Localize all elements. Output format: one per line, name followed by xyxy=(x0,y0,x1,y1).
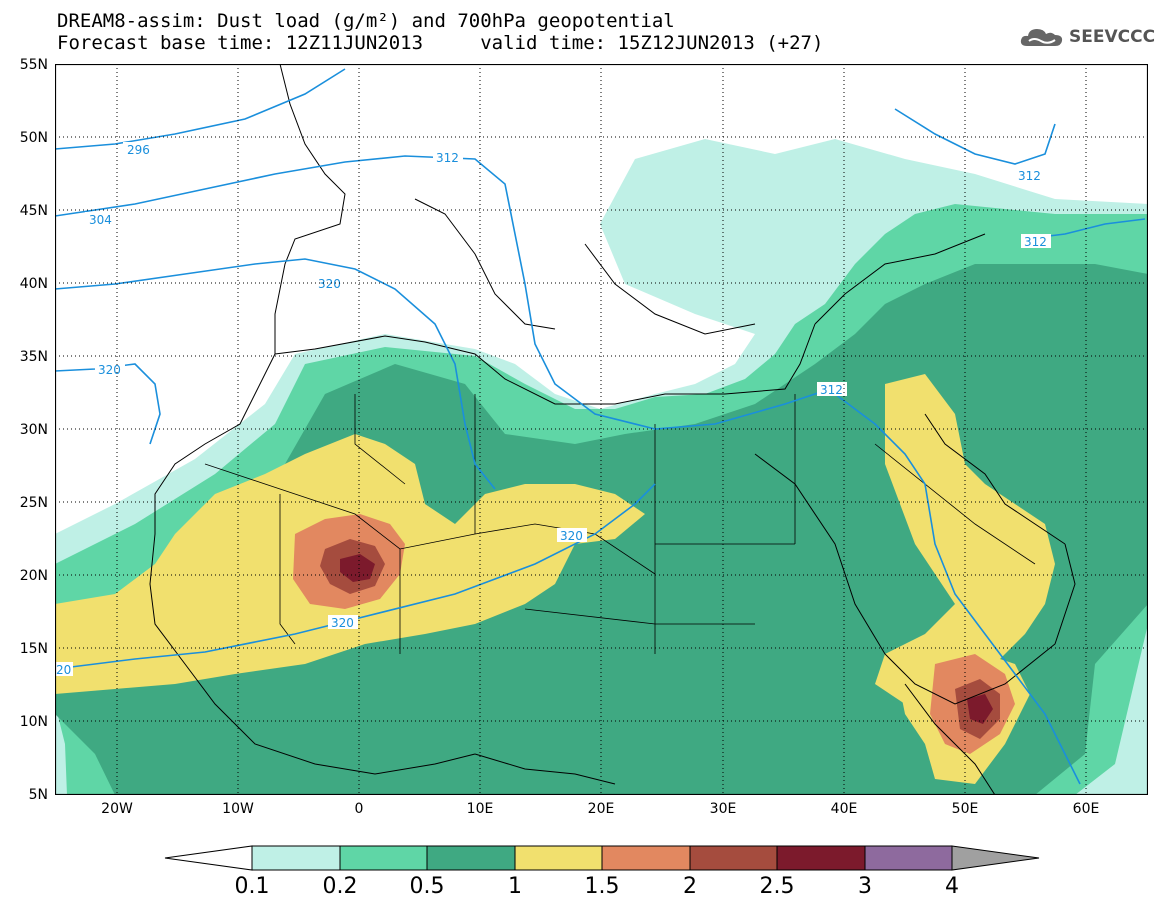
lon-tick-label: 10W xyxy=(222,801,254,817)
longitude-axis: 20W 10W 0 10E 20E 30E 40E 50E 60E xyxy=(101,801,1100,817)
colorbar-swatch xyxy=(426,845,516,871)
dust-level-1-arabia xyxy=(875,374,1055,704)
map-frame xyxy=(54,63,1149,796)
seevccc-logo: SEEVCCC xyxy=(1019,26,1155,48)
contour-label-304: 304 xyxy=(89,213,112,227)
contour-label-312-a: 312 xyxy=(436,151,459,165)
logo-text: SEEVCCC xyxy=(1069,27,1156,47)
dust-level-2-5 xyxy=(340,554,375,582)
lat-tick-label: 25N xyxy=(20,495,48,511)
contour-label-320-d: 320 xyxy=(331,616,354,630)
colorbar-low-arrow xyxy=(164,845,253,871)
colorbar-swatch xyxy=(514,845,603,871)
colorbar-label: 0.5 xyxy=(410,874,445,899)
colorbar-label: 4 xyxy=(945,874,959,899)
colorbar-swatch xyxy=(251,845,341,871)
colorbar-label: 2.5 xyxy=(760,874,795,899)
coastlines xyxy=(149,63,1076,796)
lat-tick-label: 40N xyxy=(20,276,48,292)
country-borders xyxy=(204,394,1036,654)
lat-tick-label: 30N xyxy=(20,422,48,438)
dust-load-map: 296 304 312 312 312 312 320 320 320 320 … xyxy=(54,63,1149,796)
colorbar-label: 3 xyxy=(858,874,872,899)
lon-tick-label: 0 xyxy=(355,801,364,817)
dust-level-2-5-horn xyxy=(967,694,993,724)
cloud-icon xyxy=(1020,29,1063,46)
lon-tick-label: 10E xyxy=(467,801,494,817)
colorbar-swatch xyxy=(864,845,953,871)
lon-tick-label: 60E xyxy=(1073,801,1100,817)
colorbar-label: 2 xyxy=(683,874,697,899)
map-title: DREAM8-assim: Dust load (g/m²) and 700hP… xyxy=(57,10,675,32)
contour-label-312-d: 312 xyxy=(820,383,843,397)
contour-label-320-c: 320 xyxy=(560,529,583,543)
colorbar-swatch xyxy=(339,845,428,871)
contour-labels: 296 304 312 312 312 312 320 320 320 320 … xyxy=(55,142,1051,677)
colorbar: 0.1 0.2 0.5 1 1.5 2 2.5 3 4 xyxy=(164,845,1040,899)
lon-tick-label: 20E xyxy=(588,801,615,817)
contour-label-20: 20 xyxy=(56,663,71,677)
colorbar-swatch xyxy=(776,845,866,871)
contour-label-312-c: 312 xyxy=(1024,235,1047,249)
lat-tick-label: 20N xyxy=(20,568,48,584)
forecast-time-subtitle: Forecast base time: 12Z11JUN2013 valid t… xyxy=(57,32,824,54)
lat-tick-label: 35N xyxy=(20,349,48,365)
colorbar-label: 0.1 xyxy=(235,874,270,899)
lon-tick-label: 30E xyxy=(710,801,737,817)
geopotential-contours xyxy=(54,68,1146,785)
contour-label-320-a: 320 xyxy=(318,277,341,291)
lat-tick-label: 55N xyxy=(20,57,48,73)
lon-tick-label: 40E xyxy=(831,801,858,817)
colorbar-swatch xyxy=(689,845,778,871)
lat-tick-label: 5N xyxy=(29,787,48,803)
colorbar-swatch xyxy=(601,845,691,871)
lat-tick-label: 10N xyxy=(20,714,48,730)
latitude-axis: 55N 50N 45N 40N 35N 30N 25N 20N 15N 10N … xyxy=(20,57,48,803)
colorbar-label: 0.2 xyxy=(323,874,358,899)
lat-tick-label: 15N xyxy=(20,641,48,657)
lat-tick-label: 45N xyxy=(20,203,48,219)
contour-label-312-b: 312 xyxy=(1018,169,1041,183)
contour-label-320-b: 320 xyxy=(98,363,121,377)
colorbar-label: 1.5 xyxy=(585,874,620,899)
lat-tick-label: 50N xyxy=(20,130,48,146)
contour-label-296: 296 xyxy=(127,143,150,157)
lon-tick-label: 50E xyxy=(952,801,979,817)
map-canvas: 296 304 312 312 312 312 320 320 320 320 … xyxy=(54,63,1149,796)
colorbar-high-arrow xyxy=(951,845,1040,871)
colorbar-label: 1 xyxy=(508,874,522,899)
lon-tick-label: 20W xyxy=(101,801,133,817)
